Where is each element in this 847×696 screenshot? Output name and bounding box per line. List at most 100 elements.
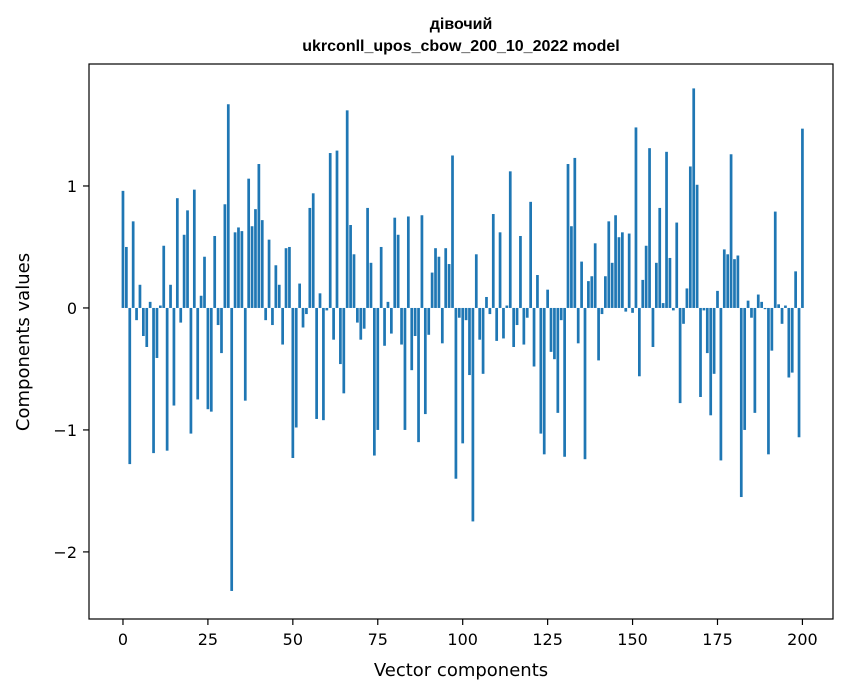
x-tick-label: 200: [787, 630, 818, 649]
bar-46: [277, 284, 281, 308]
bar-196: [787, 307, 791, 378]
bar-129: [559, 307, 563, 321]
bar-97: [451, 155, 454, 308]
bar-23: [199, 295, 203, 308]
bar-69: [356, 307, 359, 323]
bar-199: [797, 307, 801, 438]
bar-125: [546, 289, 549, 308]
bar-83: [403, 307, 407, 430]
bar-186: [753, 307, 757, 413]
bar-137: [587, 281, 590, 308]
bar-76: [379, 246, 383, 308]
bar-61: [328, 153, 332, 308]
y-axis-label: Components values: [13, 253, 34, 431]
bar-47: [281, 307, 284, 345]
bar-36: [243, 307, 247, 401]
bar-166: [685, 288, 689, 308]
bar-102: [468, 307, 471, 376]
bar-73: [369, 262, 373, 308]
bar-66: [345, 110, 349, 308]
bar-43: [267, 239, 271, 308]
bar-161: [668, 257, 672, 308]
bar-188: [760, 301, 764, 308]
bar-139: [593, 243, 597, 308]
bar-179: [729, 154, 733, 308]
bar-31: [226, 104, 230, 308]
bar-156: [651, 307, 655, 347]
y-axis-ticks: 1 0 −1 −2: [53, 177, 89, 562]
bar-50: [291, 307, 295, 458]
bar-146: [617, 237, 621, 308]
y-tick-label: 0: [67, 299, 77, 318]
bar-160: [665, 151, 668, 308]
bar-111: [498, 232, 502, 308]
bar-100: [461, 307, 465, 444]
bar-55: [308, 207, 312, 308]
x-tick-label: 125: [532, 630, 563, 649]
bar-158: [658, 207, 662, 308]
bar-85: [410, 307, 414, 371]
bar-22: [196, 307, 200, 400]
bar-60: [325, 307, 329, 311]
bar-192: [773, 211, 777, 308]
bar-group: [121, 88, 804, 591]
bar-124: [542, 307, 546, 455]
bar-40: [257, 164, 261, 308]
bar-71: [362, 307, 366, 329]
bar-153: [641, 279, 645, 308]
bar-70: [359, 307, 363, 340]
x-tick-label: 25: [198, 630, 218, 649]
bar-101: [464, 307, 468, 321]
bar-95: [444, 248, 448, 308]
bar-18: [182, 234, 186, 308]
bar-167: [688, 166, 692, 308]
bar-198: [794, 271, 797, 308]
bar-59: [322, 307, 325, 421]
bar-44: [271, 307, 274, 326]
bar-86: [413, 307, 417, 337]
bar-164: [678, 307, 682, 404]
bar-183: [743, 307, 747, 430]
bar-106: [481, 307, 485, 374]
bar-32: [230, 307, 234, 591]
bar-37: [247, 178, 251, 308]
bar-117: [519, 235, 522, 308]
bar-150: [631, 307, 634, 313]
bar-0: [121, 190, 125, 308]
bar-99: [457, 307, 461, 318]
bar-9: [152, 307, 155, 454]
bar-30: [223, 204, 227, 308]
bar-29: [220, 307, 223, 354]
bar-123: [539, 307, 543, 434]
bar-54: [305, 307, 308, 315]
bar-26: [209, 307, 213, 412]
bar-136: [583, 307, 587, 460]
bar-77: [383, 307, 386, 346]
bar-112: [502, 307, 505, 339]
bar-190: [767, 307, 770, 455]
bar-105: [478, 307, 482, 340]
bar-68: [352, 254, 356, 308]
bar-65: [342, 307, 346, 394]
x-tick-label: 75: [368, 630, 388, 649]
bar-45: [274, 265, 278, 308]
bar-147: [621, 232, 624, 308]
bar-91: [430, 272, 434, 308]
bar-134: [576, 307, 580, 344]
bar-84: [406, 216, 410, 308]
bar-159: [661, 303, 665, 308]
bar-58: [318, 293, 322, 308]
bar-78: [386, 301, 390, 308]
bar-80: [393, 217, 397, 308]
bar-143: [607, 221, 611, 308]
bar-75: [376, 307, 380, 430]
bar-191: [770, 307, 774, 351]
bar-119: [525, 307, 529, 318]
bar-64: [339, 307, 342, 365]
bar-155: [648, 148, 651, 308]
bar-200: [801, 128, 804, 308]
bar-193: [777, 304, 780, 308]
bar-182: [739, 307, 743, 498]
bar-28: [216, 307, 220, 326]
